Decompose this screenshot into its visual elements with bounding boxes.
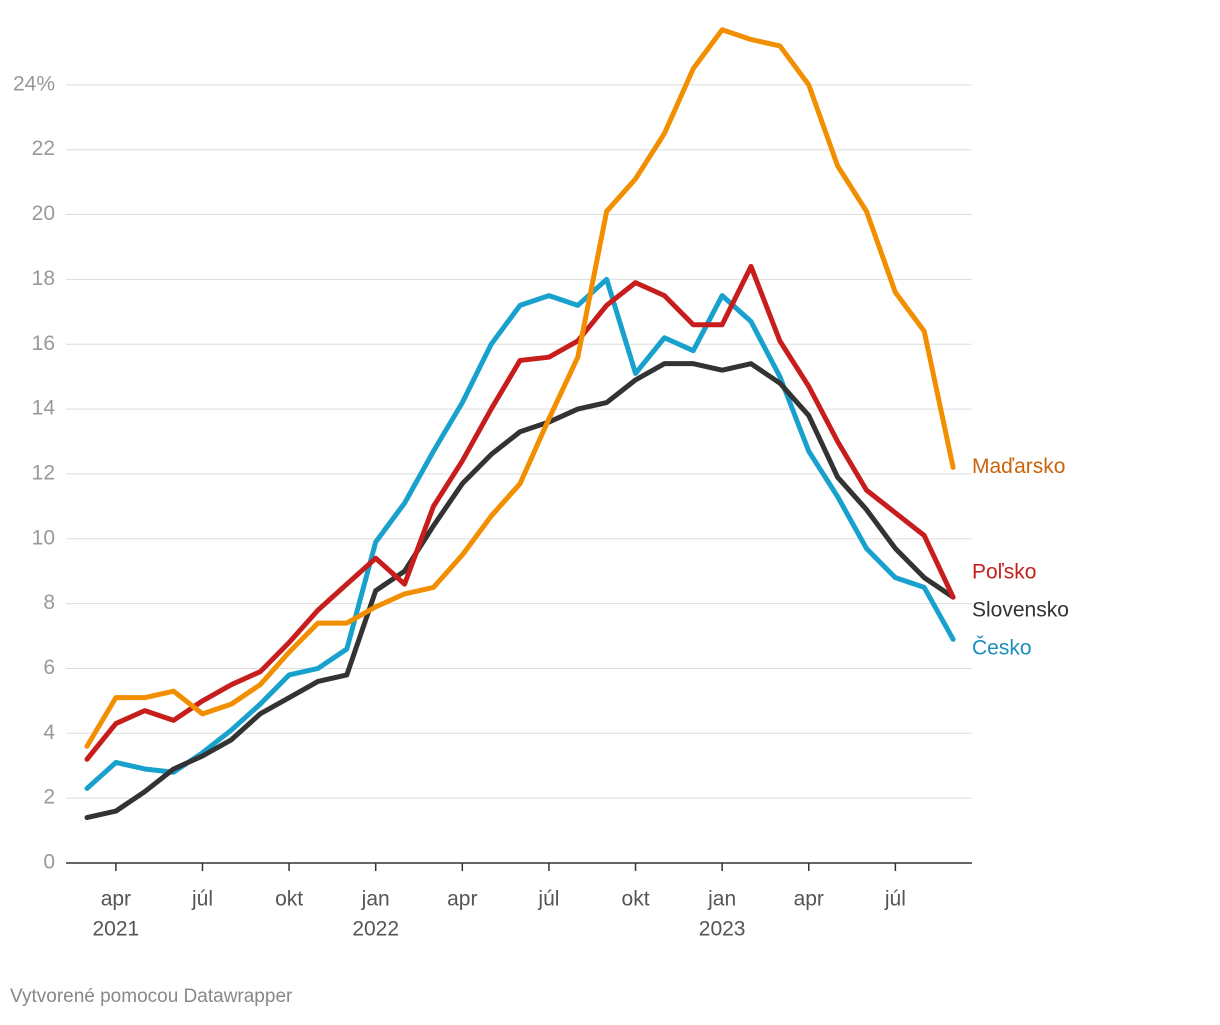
- x-tick-label: okt: [275, 888, 303, 911]
- footer: Vytvorené pomocou Datawrapper: [10, 986, 293, 1007]
- x-tick-label: jan: [361, 888, 390, 911]
- series-label: Maďarsko: [972, 455, 1065, 478]
- y-tick-label: 4: [43, 721, 55, 744]
- x-tick-label: apr: [447, 888, 477, 911]
- x-tick-label: apr: [794, 888, 824, 911]
- series-label: Slovensko: [972, 599, 1069, 622]
- x-tick-year: 2023: [699, 918, 746, 941]
- x-tick-label: jan: [707, 888, 736, 911]
- y-tick-label: 22: [32, 137, 55, 160]
- series-line: [84, 276, 956, 791]
- y-tick-label: 24%: [13, 72, 55, 95]
- y-tick-label: 18: [32, 267, 55, 290]
- x-tick-year: 2021: [93, 918, 140, 941]
- y-tick-label: 0: [43, 851, 55, 874]
- series-line: [84, 263, 956, 762]
- x-tick-label: okt: [622, 888, 650, 911]
- y-tick-label: 14: [32, 397, 56, 420]
- y-tick-label: 2: [43, 786, 55, 809]
- series-label: Poľsko: [972, 561, 1037, 584]
- y-tick-label: 6: [43, 656, 55, 679]
- series-line: [84, 27, 956, 749]
- y-tick-label: 20: [32, 202, 55, 225]
- x-tick-label: júl: [884, 888, 906, 911]
- y-tick-label: 12: [32, 461, 55, 484]
- x-tick-year: 2022: [352, 918, 399, 941]
- y-tick-label: 16: [32, 332, 55, 355]
- series-line: [84, 361, 956, 821]
- x-tick-label: júl: [537, 888, 559, 911]
- x-tick-label: apr: [101, 888, 131, 911]
- y-tick-label: 8: [43, 591, 55, 614]
- series-label: Česko: [972, 637, 1032, 660]
- y-tick-label: 10: [32, 526, 55, 549]
- x-tick-label: júl: [191, 888, 213, 911]
